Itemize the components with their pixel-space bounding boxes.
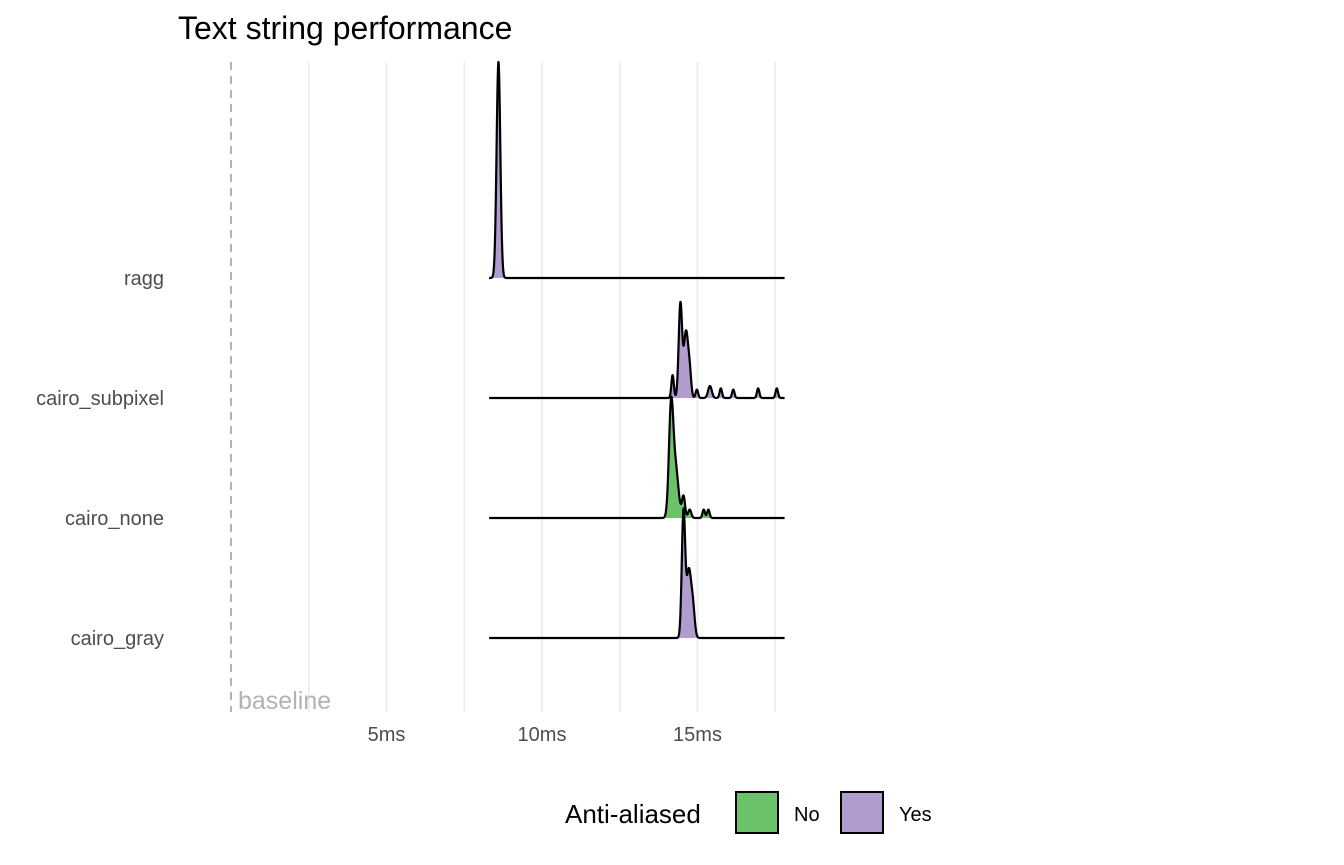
x-tick-label: 10ms (518, 724, 567, 746)
y-label-cairo_none: cairo_none (65, 508, 164, 530)
legend-title: Anti-aliased (565, 799, 701, 829)
ridge-outline (488, 300, 786, 400)
y-label-cairo_subpixel: cairo_subpixel (36, 388, 164, 410)
legend-entry-no: No (735, 791, 820, 834)
legend-swatch-no (735, 791, 779, 834)
ridge-cairo_none (488, 395, 786, 520)
ridge-fill (489, 62, 507, 278)
legend-swatch-yes (840, 791, 884, 834)
ridge-fill (669, 301, 782, 398)
chart-title: Text string performance (178, 10, 512, 46)
ridge-fill (672, 508, 698, 638)
legend-entry-yes: Yes (840, 791, 932, 834)
ridge-outline (488, 60, 786, 280)
x-tick-label: 5ms (368, 724, 406, 746)
legend-label-no: No (794, 804, 820, 826)
ridge-outline (488, 507, 786, 640)
ridge-cairo_gray (488, 507, 786, 640)
grid-lines (307, 62, 777, 712)
y-label-cairo_gray: cairo_gray (71, 628, 164, 650)
ridge-outline (488, 395, 786, 520)
x-tick-label: 15ms (673, 724, 722, 746)
baseline-marker: baseline (230, 62, 331, 715)
ridges (488, 60, 786, 640)
baseline-label: baseline (238, 687, 331, 715)
ridge-cairo_subpixel (488, 300, 786, 400)
y-axis-labels: ragg cairo_subpixel cairo_none cairo_gray (36, 268, 164, 650)
x-axis-labels: 5ms 10ms 15ms (368, 724, 722, 746)
legend: Anti-aliased No Yes (565, 791, 932, 834)
y-label-ragg: ragg (124, 268, 164, 290)
ridge-ragg (488, 60, 786, 280)
legend-label-yes: Yes (899, 804, 932, 826)
